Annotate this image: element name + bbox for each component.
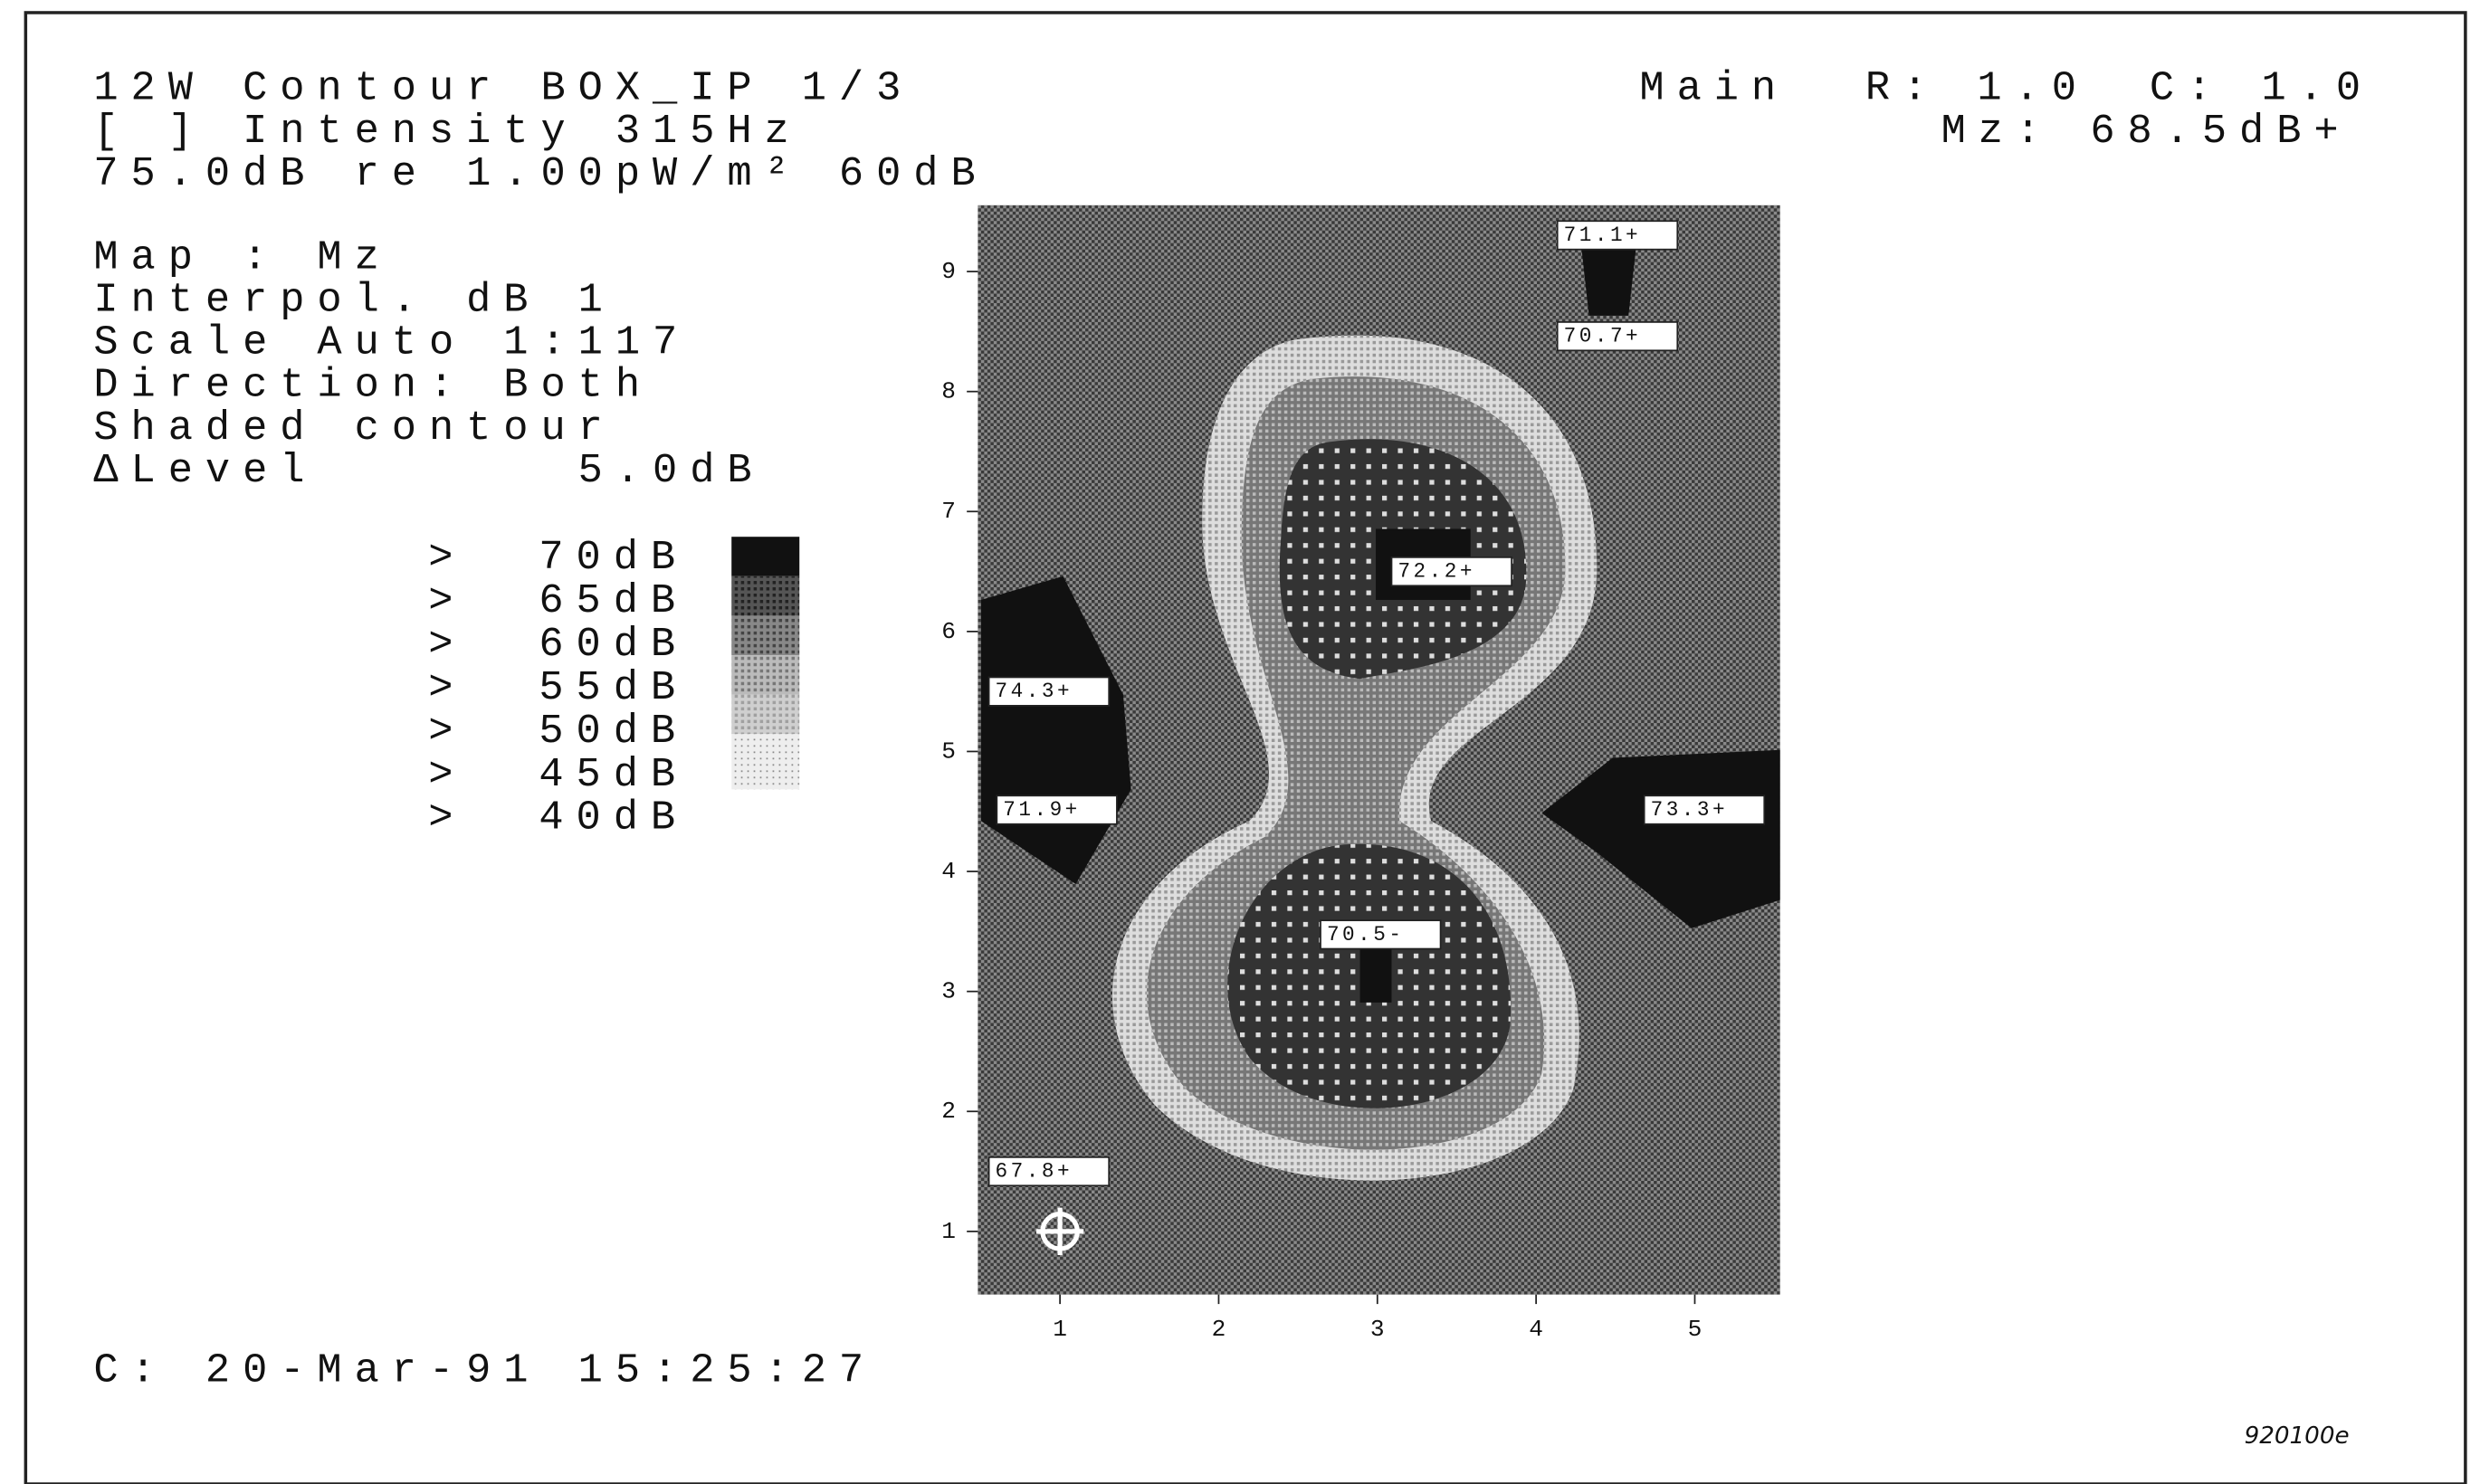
legend-label: 40dB [539,794,688,842]
y-tick-label: 8 [941,378,956,405]
setting: Shaded contour [93,404,615,452]
legend-label: 50dB [539,708,688,755]
peak-label: 73.3+ [1651,798,1728,822]
legend-symbol: > [428,621,465,668]
peak-label: 71.1+ [1564,224,1641,247]
title-line: 12W Contour BOX_IP 1/3 [93,65,913,112]
figure-code: 920100e [2245,1422,2350,1450]
legend-label: 55dB [539,664,688,711]
axes: 1 2 3 4 5 1 2 3 4 5 6 7 8 9 [941,258,1702,1343]
legend-symbol: > [428,794,465,842]
peak-label: 74.3+ [996,680,1073,703]
swatch [731,537,800,576]
x-tick-label: 5 [1688,1316,1703,1343]
col: C: 1.0 [2150,65,2373,112]
setting: ΔLevel 5.0dB [93,447,764,494]
swatch [731,734,800,790]
mode: Main [1639,65,1788,112]
legend-label: 45dB [539,751,688,798]
y-tick-label: 3 [941,978,956,1005]
y-tick-label: 1 [941,1218,956,1245]
peak-label: 71.9+ [1003,798,1080,822]
peak-label: 70.5- [1327,923,1404,947]
peak-label: 70.7+ [1564,325,1641,348]
legend: >70dB > 65dB > 60dB > 55dB > 50dB > 45dB > 40dB [428,534,800,842]
peak-label: 67.8+ [996,1160,1073,1184]
legend-symbol: > [428,534,465,581]
contour-map [978,205,1780,1295]
setting: Scale Auto 1:117 [93,319,690,366]
peak-box [1643,794,1766,825]
x-tick-label: 4 [1529,1316,1543,1343]
high-zone [1541,749,1780,928]
y-tick-label: 2 [941,1098,956,1125]
setting: Direction: Both [93,362,653,409]
cursor [1035,1207,1084,1256]
x-tick-label: 1 [1053,1316,1067,1343]
y-tick-label: 7 [941,498,956,525]
high-zone [1580,244,1636,316]
swatch [731,615,800,656]
header: 12W Contour BOX_IP 1/3 [ ] Intensity 315… [93,65,2373,197]
frame [24,11,2467,1484]
setting: Interpol. dB 1 [93,276,615,323]
peak-box [1390,556,1512,587]
legend-symbol: > [428,664,465,711]
title-line: [ ] Intensity 315Hz [93,108,801,155]
legend-label: 65dB [539,577,688,624]
row: R: 1.0 [1865,65,2089,112]
legend-symbol: > [428,751,465,798]
y-tick-label: 9 [941,258,956,285]
setting: Map : Mz [93,233,391,281]
y-tick-label: 6 [941,618,956,645]
swatch [731,576,800,616]
peak-labels: 71.1+ 70.7+ 74.3+ 71.9+ 73.3+ 67.8+ 72.2+ 70.5- [987,220,1766,1187]
peak-label: 72.2+ [1397,560,1474,584]
timestamp: C: 20-Mar-91 15:25:27 [93,1346,876,1394]
mz: Mz: 68.5dB+ [1941,108,2351,155]
legend-symbol: > [428,708,465,755]
legend-label: 70dB [539,534,688,581]
peak-box [987,1156,1111,1187]
peak-box [1556,220,1679,251]
legend-symbol: > [428,577,465,624]
peak-box [987,676,1111,707]
swatch [731,694,800,735]
legend-label: 60dB [539,621,688,668]
swatch [731,655,800,695]
peak-box [1556,321,1679,352]
y-tick-label: 4 [941,858,956,885]
peak-box [996,794,1118,825]
title-line: 75.0dB re 1.00pW/m² 60dB [93,150,987,197]
peak-zone [1359,947,1392,1003]
x-tick-label: 2 [1212,1316,1226,1343]
x-tick-label: 3 [1370,1316,1385,1343]
y-tick-label: 5 [941,737,956,765]
peak-box [1320,919,1442,950]
